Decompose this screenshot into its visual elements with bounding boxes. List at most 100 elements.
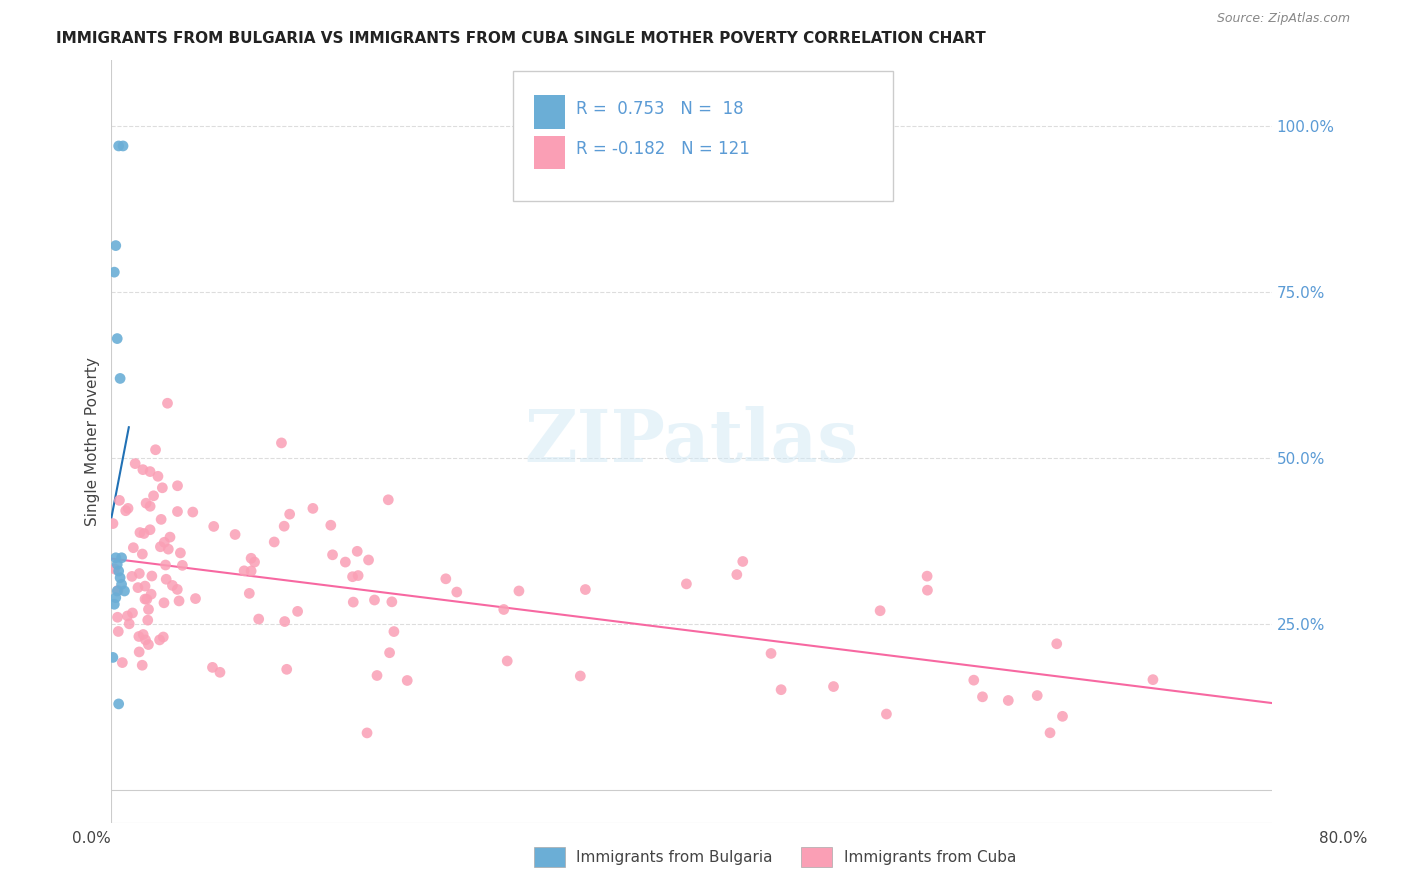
Point [134,579,156,593]
Point [111,139,134,153]
Text: 0.0%: 0.0% [72,831,111,846]
Point [347,568,370,582]
Text: IMMIGRANTS FROM BULGARIA VS IMMIGRANTS FROM CUBA SINGLE MOTHER POVERTY CORRELATI: IMMIGRANTS FROM BULGARIA VS IMMIGRANTS F… [56,31,986,46]
Point [363,593,385,607]
Point [366,668,388,682]
Point [238,586,260,600]
Point [1052,709,1074,723]
Point [725,567,748,582]
Point [107,624,129,639]
Point [675,577,697,591]
Point [276,662,298,676]
Point [117,501,139,516]
Point [202,519,225,533]
Point [167,594,190,608]
Point [104,562,127,576]
Point [107,610,129,624]
Point [1046,637,1069,651]
Point [104,238,127,252]
Point [104,591,127,605]
Text: ZIPatlas: ZIPatlas [524,406,859,477]
Point [875,706,897,721]
Point [135,496,157,510]
Point [110,577,132,591]
Point [1026,689,1049,703]
Point [128,645,150,659]
Point [124,457,146,471]
Point [107,139,129,153]
Point [997,693,1019,707]
Point [132,526,155,541]
Point [107,583,129,598]
Point [139,500,162,514]
Point [166,582,188,597]
Point [101,650,124,665]
Point [731,554,754,568]
Text: R = -0.182   N = 121: R = -0.182 N = 121 [576,140,751,158]
Point [152,630,174,644]
Point [136,613,159,627]
Point [963,673,986,688]
Point [1142,673,1164,687]
Point [287,604,309,618]
Point [201,660,224,674]
Point [105,558,128,572]
Point [302,501,325,516]
Point [155,572,177,586]
Point [150,481,173,495]
Point [139,523,162,537]
Point [134,632,156,647]
Point [869,604,891,618]
Point [569,669,592,683]
Point [181,505,204,519]
Point [278,507,301,521]
Point [208,665,231,680]
Point [108,493,131,508]
Y-axis label: Single Mother Poverty: Single Mother Poverty [86,357,100,526]
Point [322,548,344,562]
Point [128,566,150,581]
Point [128,630,150,644]
Point [270,436,292,450]
Point [135,592,157,607]
Point [378,646,401,660]
Point [101,516,124,531]
Point [263,535,285,549]
Point [153,535,176,549]
Point [142,489,165,503]
Point [139,587,162,601]
Point [138,638,160,652]
Text: Immigrants from Cuba: Immigrants from Cuba [844,850,1017,864]
Point [915,569,938,583]
Point [145,442,167,457]
Point [131,547,153,561]
Point [114,584,136,599]
Point [139,465,162,479]
Point [132,627,155,641]
Point [357,553,380,567]
Point [377,492,399,507]
Point [240,564,263,578]
Point [233,564,256,578]
Point [1039,726,1062,740]
Point [156,396,179,410]
Point [434,572,457,586]
Point [492,602,515,616]
Point [107,697,129,711]
Point [243,555,266,569]
Point [342,595,364,609]
Point [382,624,405,639]
Point [273,615,295,629]
Point [396,673,419,688]
Point [247,612,270,626]
Point [496,654,519,668]
Text: Immigrants from Bulgaria: Immigrants from Bulgaria [576,850,773,864]
Point [122,541,145,555]
Point [155,558,177,572]
Point [972,690,994,704]
Point [346,544,368,558]
Point [134,592,156,607]
Point [240,551,263,566]
Point [127,581,149,595]
Point [103,265,125,279]
